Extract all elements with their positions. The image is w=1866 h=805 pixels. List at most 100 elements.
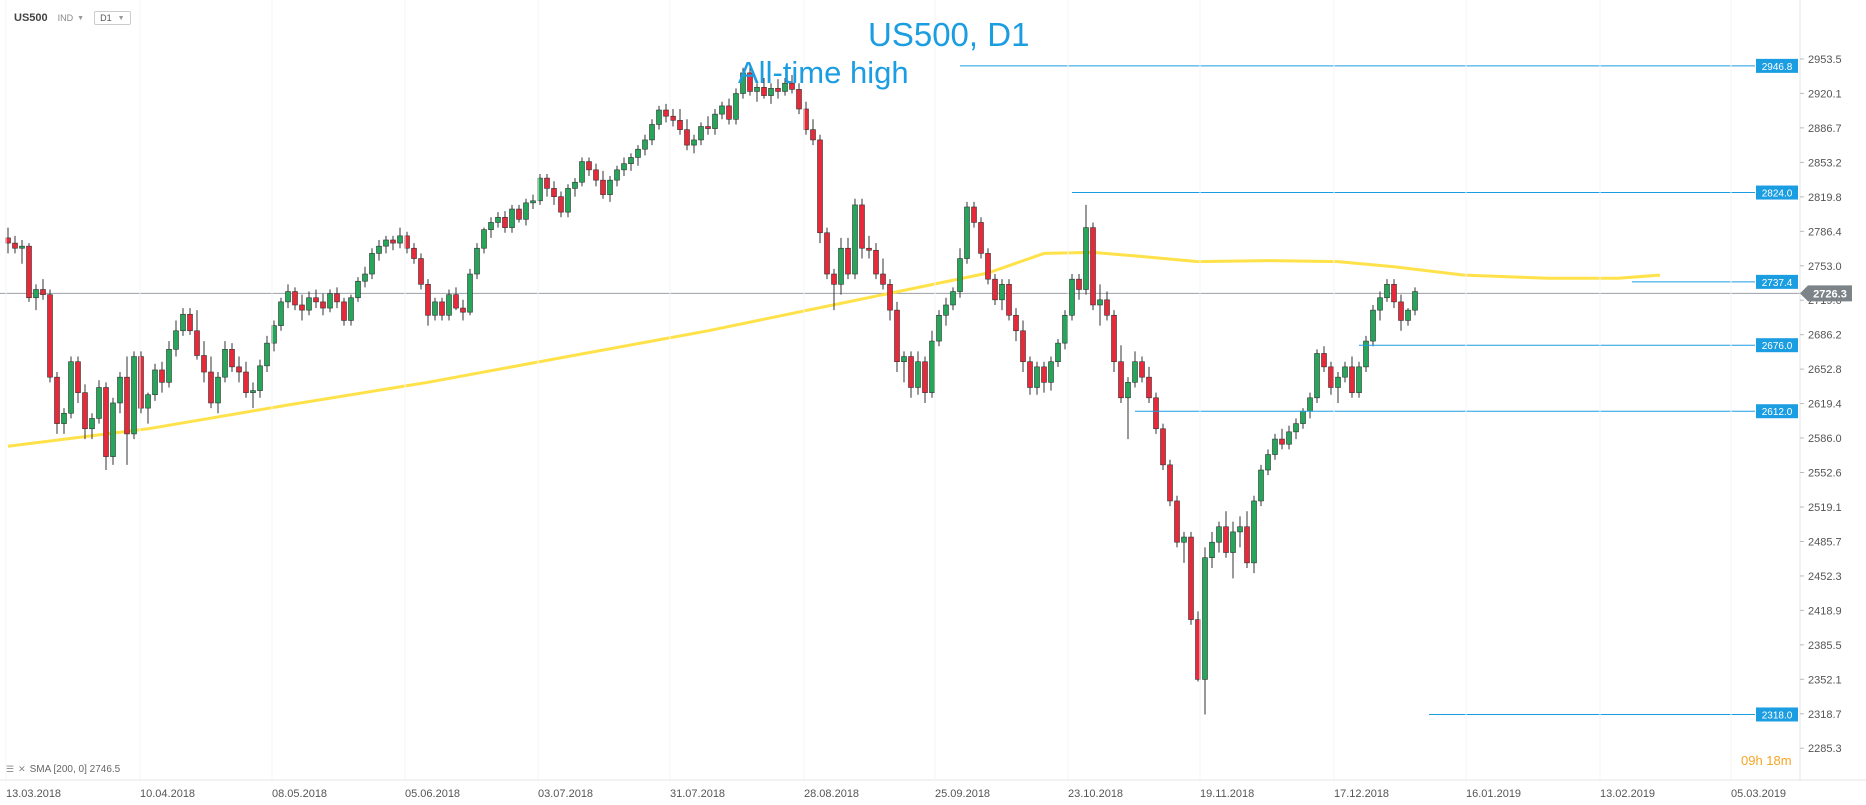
candle — [978, 217, 984, 259]
candle-body — [1370, 309, 1376, 342]
candle-body — [1265, 454, 1271, 471]
candle-body — [1202, 557, 1208, 680]
candle — [418, 253, 424, 290]
candle-body — [810, 129, 816, 141]
candle — [950, 287, 956, 311]
candle — [250, 382, 256, 409]
candle — [565, 184, 571, 218]
candle-body — [467, 273, 473, 313]
candle-body — [502, 216, 508, 228]
time-tick-label: 19.11.2018 — [1200, 788, 1254, 800]
candle — [628, 153, 634, 171]
candle — [754, 83, 760, 102]
candle-body — [1391, 284, 1397, 303]
candle-body — [628, 157, 634, 164]
candle-body — [320, 301, 326, 309]
candle — [894, 301, 900, 373]
candle-countdown: 09h 18m — [1741, 753, 1792, 768]
price-tick-label: 2853.2 — [1808, 157, 1842, 169]
candle-body — [460, 307, 466, 313]
candle-body — [1384, 284, 1390, 299]
candle — [138, 351, 144, 414]
candle — [1181, 531, 1187, 563]
candle — [1293, 418, 1299, 440]
candle-body — [201, 355, 207, 373]
exchange-label: IND — [57, 13, 74, 23]
current-price-label: 2726.3 — [1813, 288, 1847, 300]
price-tick-label: 2552.6 — [1808, 467, 1842, 479]
candle-body — [1139, 361, 1145, 378]
candle-body — [299, 304, 305, 311]
all-time-high-annotation: All-time high — [738, 55, 909, 90]
chart-plot-area[interactable] — [0, 0, 1800, 780]
candle — [530, 194, 536, 210]
candle-body — [943, 304, 949, 316]
price-tick-label: 2920.1 — [1808, 88, 1842, 100]
candle-body — [446, 294, 452, 316]
candle — [327, 289, 333, 313]
candle — [75, 356, 81, 403]
candle-body — [54, 376, 60, 424]
candle — [1356, 361, 1362, 398]
candle — [586, 157, 592, 177]
candle — [1132, 351, 1138, 388]
candle — [908, 351, 914, 398]
price-tick-label: 2819.8 — [1808, 192, 1842, 204]
candle-body — [306, 297, 312, 311]
indicator-legend[interactable]: ☰ ✕ SMA [200, 0] 2746.5 — [6, 764, 120, 775]
candle-body — [432, 301, 438, 316]
close-icon[interactable]: ✕ — [18, 764, 26, 774]
candle — [96, 380, 102, 424]
candle-body — [635, 148, 641, 158]
candle-body — [642, 139, 648, 150]
candle-body — [1356, 366, 1362, 393]
time-tick-label: 16.01.2019 — [1466, 788, 1521, 800]
price-axis: 2953.5 2920.1 2886.7 2853.2 2819.8 2786.4 2753… — [1799, 0, 1852, 780]
symbol-label[interactable]: US500 — [14, 12, 48, 24]
candle — [887, 279, 893, 321]
candle-body — [341, 301, 347, 321]
candle — [33, 284, 39, 311]
candle-body — [75, 361, 81, 393]
candle — [159, 361, 165, 393]
candle — [936, 310, 942, 347]
candle-body — [12, 242, 18, 249]
candle — [1223, 511, 1229, 558]
timeframe-selector[interactable]: D1 ▼ — [94, 11, 131, 25]
candle-body — [383, 239, 389, 247]
candle — [677, 108, 683, 135]
candle — [607, 176, 613, 202]
timeframe-label: D1 — [100, 13, 112, 23]
candle — [1041, 361, 1047, 393]
indicator-list-icon[interactable]: ☰ — [6, 764, 15, 774]
candle-body — [68, 361, 74, 414]
candle — [684, 119, 690, 151]
candle-body — [1293, 423, 1299, 433]
candle-body — [411, 247, 417, 259]
exchange-selector[interactable]: IND ▼ — [58, 13, 84, 23]
candle — [733, 88, 739, 125]
candle-body — [1048, 361, 1054, 383]
candle-body — [922, 361, 928, 393]
candle — [376, 239, 382, 261]
candle — [579, 157, 585, 187]
candle — [1244, 511, 1250, 569]
candle — [1398, 294, 1404, 331]
candle — [1174, 495, 1180, 548]
candle — [1167, 459, 1173, 507]
candle — [411, 243, 417, 264]
candle — [285, 284, 291, 309]
candle-body — [1167, 464, 1173, 502]
candle-body — [838, 247, 844, 285]
candle-body — [747, 72, 753, 92]
candle — [691, 134, 697, 154]
candle — [1097, 284, 1103, 326]
candle-body — [775, 88, 781, 92]
candle — [957, 248, 963, 298]
level-price-label: 2824.0 — [1762, 189, 1793, 200]
level-price-label: 2946.8 — [1762, 62, 1793, 73]
candle — [1370, 304, 1376, 347]
candle-body — [691, 139, 697, 146]
candle-body — [222, 349, 228, 378]
